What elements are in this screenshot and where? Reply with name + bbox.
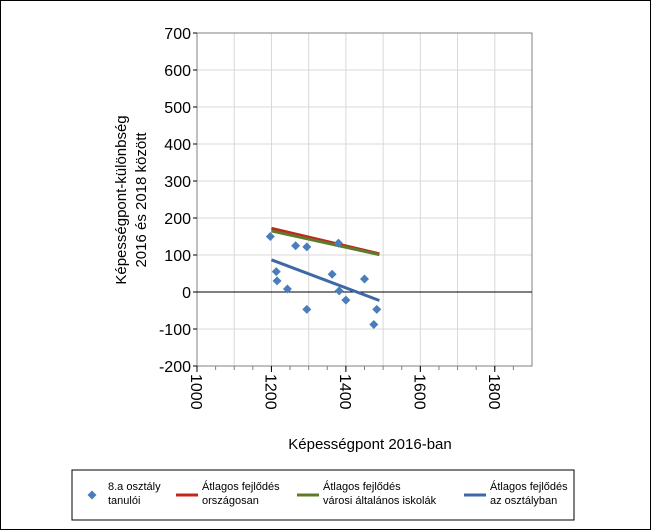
y-tick-label: 700: [164, 26, 191, 43]
legend-label-city-schools-line-2: városi általános iskolák: [323, 495, 437, 507]
y-tick-label: 200: [164, 211, 191, 228]
legend: 8.a osztály tanulói Átlagos fejlődés ors…: [71, 469, 575, 521]
legend-label-city-schools-line-1: Átlagos fejlődés: [323, 480, 401, 493]
data-point: [272, 276, 282, 286]
data-point: [265, 232, 275, 241]
legend-diamond-icon: [87, 490, 97, 500]
data-point: [360, 274, 369, 284]
x-tick-label: 1000: [187, 374, 204, 410]
y-axis-ticks: 700 600 500 400 300 200 100 0 -100 -200: [159, 26, 197, 376]
legend-label-points-line-1: 8.a osztály: [108, 481, 161, 493]
y-tick-label: 400: [164, 137, 191, 154]
y-tick-label: 300: [164, 174, 191, 191]
y-tick-label: 100: [164, 248, 191, 265]
legend-label-class-line-1: Átlagos fejlődés: [490, 480, 568, 493]
y-axis-title-line-1: Képességpont-különbség: [113, 115, 130, 284]
y-tick-label: -200: [159, 359, 191, 376]
trend-line-2: [270, 258, 380, 302]
data-point: [334, 286, 344, 296]
data-point: [282, 284, 292, 294]
legend-item-points: 8.a osztály tanulói: [87, 481, 161, 507]
trend-line-1: [271, 229, 380, 257]
legend-label-class-line-2: az osztályban: [490, 495, 557, 507]
data-point: [302, 304, 312, 314]
data-point: [271, 267, 281, 277]
data-point: [372, 304, 382, 314]
x-tick-label: 1400: [336, 374, 353, 410]
legend-item-national: Átlagos fejlődés országosan: [176, 480, 280, 507]
x-axis-title: Képességpont 2016-ban: [288, 436, 451, 453]
legend-box: [71, 469, 575, 521]
legend-item-city-schools: Átlagos fejlődés városi általános iskolá…: [297, 480, 437, 507]
legend-item-class: Átlagos fejlődés az osztályban: [464, 480, 568, 507]
y-tick-label: 600: [164, 63, 191, 80]
x-tick-label: 1600: [410, 374, 427, 410]
y-tick-label: 0: [182, 285, 191, 302]
y-tick-label: -100: [159, 322, 191, 339]
legend-label-national-line-1: Átlagos fejlődés: [202, 480, 280, 493]
x-tick-label: 1200: [261, 374, 278, 410]
data-point: [333, 238, 343, 248]
legend-label-points-line-2: tanulói: [108, 495, 140, 507]
legend-label-national-line-2: országosan: [202, 495, 259, 507]
data-point: [302, 242, 312, 252]
y-tick-label: 500: [164, 100, 191, 117]
data-points: [265, 232, 382, 330]
x-axis-ticks: 1000 1200 1400 1600 1800: [187, 366, 514, 410]
data-point: [327, 269, 337, 279]
x-tick-label: 1800: [485, 374, 502, 410]
grid-lines: [197, 33, 532, 366]
plot-area: [196, 32, 533, 367]
data-point: [291, 241, 301, 251]
data-point: [341, 295, 351, 305]
y-axis-title-line-2: 2016 és 2018 között: [133, 132, 150, 268]
trend-lines: [270, 226, 380, 302]
data-point: [369, 320, 379, 330]
